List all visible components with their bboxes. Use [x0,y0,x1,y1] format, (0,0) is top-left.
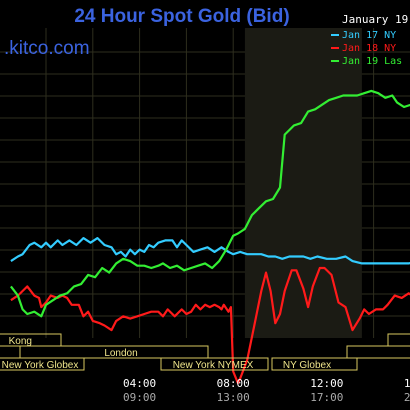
x-tick-sublabel: 21:00 [404,391,410,404]
x-tick-label: 12:00 [310,377,343,390]
series-line-1 [10,237,410,265]
session-label: New York Globex [2,360,79,371]
x-tick-sublabel: 09:00 [123,391,156,404]
legend-entry: Jan 19 Las [342,56,402,67]
x-tick-sublabel: 17:00 [310,391,343,404]
x-tick-label: 08:00 [217,377,250,390]
session-label: New York NYMEX [173,360,254,371]
date-label: January 19 [342,13,408,26]
session-frame [0,357,85,371]
series-line-2 [10,266,410,385]
session-frame [346,345,410,359]
x-tick-label: 04:00 [123,377,156,390]
x-tick-sublabel: 13:00 [217,391,250,404]
series-line-3 [10,89,410,318]
session-label: Kong [9,336,32,347]
chart-title: 24 Hour Spot Gold (Bid) [74,6,289,27]
session-frame [19,345,209,359]
legend-entry: Jan 18 NY [342,43,396,54]
session-label: London [104,348,137,359]
session-bands: Kong London New York Globex New York NYMEX N… [0,333,410,371]
session-frame [160,357,269,371]
session-label: NY Globex [283,360,331,371]
site-watermark: .kitco.com [4,38,90,59]
x-tick-label: 16:00 [404,377,410,390]
session-frame [271,357,358,371]
series-group [10,89,410,385]
legend-entry: Jan 17 NY [342,30,396,41]
session-frame [387,333,410,347]
legend: Jan 17 NY Jan 18 NY Jan 19 Las [331,30,402,67]
